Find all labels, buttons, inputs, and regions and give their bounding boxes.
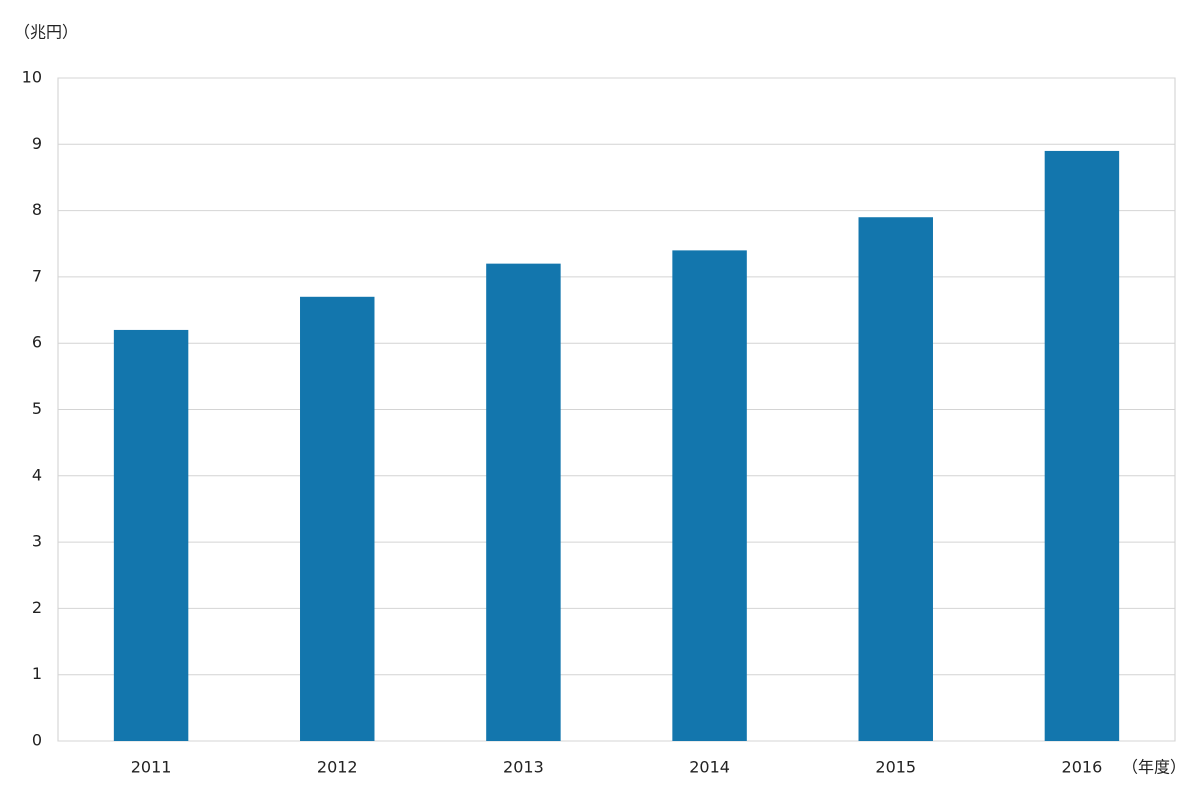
y-tick-label: 6 — [32, 333, 42, 352]
bar — [858, 217, 933, 742]
y-tick-label: 2 — [32, 598, 42, 617]
y-tick-label: 7 — [32, 266, 42, 285]
bar — [486, 263, 561, 741]
x-axis-label: （年度） — [1122, 758, 1186, 777]
x-tick-label: 2013 — [503, 758, 544, 777]
y-tick-label: 0 — [32, 731, 42, 750]
x-tick-label: 2011 — [131, 758, 172, 777]
y-tick-label: 9 — [32, 134, 42, 153]
x-tick-label: 2016 — [1062, 758, 1103, 777]
y-tick-label: 5 — [32, 399, 42, 418]
y-tick-label: 3 — [32, 532, 42, 551]
y-tick-label: 4 — [32, 465, 42, 484]
y-axis-label: （兆円） — [14, 23, 78, 42]
x-tick-label: 2014 — [689, 758, 730, 777]
bar — [300, 296, 375, 741]
bar — [113, 329, 189, 741]
bar — [1044, 150, 1120, 741]
y-tick-label: 1 — [32, 664, 42, 683]
bar — [672, 250, 747, 741]
x-tick-label: 2012 — [317, 758, 358, 777]
x-tick-label: 2015 — [875, 758, 916, 777]
y-tick-label: 10 — [22, 68, 42, 87]
y-tick-label: 8 — [32, 200, 42, 219]
